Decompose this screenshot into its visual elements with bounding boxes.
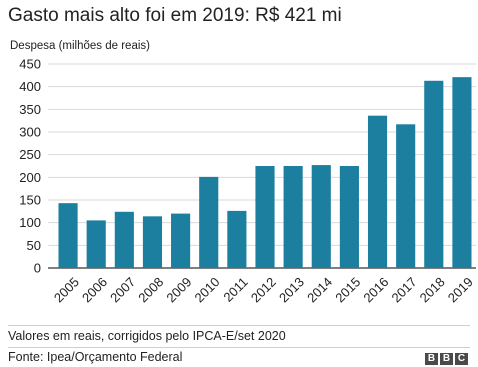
x-tick-label: 2014 [304,274,335,305]
bar-2009 [171,213,191,268]
y-tick-labels: 0 50 100 150 200 250 300 350 400 450 [19,57,41,276]
bar-chart: 0 50 100 150 200 250 300 350 400 450 200520062007… [19,57,476,305]
x-tick-label: 2005 [51,274,82,305]
y-tick-label: 0 [34,261,41,276]
bars [58,77,472,269]
y-tick-label: 350 [19,102,41,117]
chart-title: Gasto mais alto foi em 2019: R$ 421 mi [8,5,342,26]
y-tick-label: 200 [19,170,41,185]
footer-source: Fonte: Ipea/Orçamento Federal [8,350,183,364]
y-tick-label: 100 [19,215,41,230]
bar-2010 [199,176,219,268]
x-tick-label: 2013 [276,274,307,305]
x-tick-label: 2015 [332,274,363,305]
bar-2005 [58,203,78,268]
x-tick-labels: 2005200620072008200920102011201220132014… [51,274,476,305]
bar-2013 [283,166,303,268]
y-tick-label: 400 [19,79,41,94]
bar-2011 [227,210,247,268]
x-tick-label: 2018 [417,274,448,305]
bar-2018 [424,80,444,268]
bar-2017 [396,124,416,268]
bar-2006 [86,220,106,268]
x-tick-label: 2011 [220,274,250,304]
bbc-logo-letter-3: C [455,353,468,365]
bar-2019 [452,77,472,268]
footer-divider-bottom [8,347,470,348]
bar-2008 [142,216,163,268]
bbc-logo-letter-1: B [425,353,438,365]
y-tick-label: 250 [19,147,41,162]
x-tick-label: 2016 [360,274,391,305]
x-tick-label: 2009 [163,274,194,305]
y-tick-label: 300 [19,125,41,140]
bbc-logo: B B C [425,353,468,365]
y-axis-label: Despesa (milhões de reais) [10,40,150,52]
y-tick-label: 150 [19,193,41,208]
y-tick-label: 450 [19,57,41,72]
y-tick-label: 50 [27,238,41,253]
footer-note: Valores em reais, corrigidos pelo IPCA-E… [8,329,286,343]
bar-2016 [367,115,388,269]
x-tick-label: 2012 [248,274,279,305]
x-tick-label: 2008 [135,274,166,305]
bar-2012 [255,166,275,268]
bbc-logo-letter-2: B [440,353,453,365]
x-tick-label: 2019 [445,274,476,305]
x-tick-label: 2007 [107,274,138,305]
x-tick-label: 2010 [192,274,223,305]
bar-2014 [311,165,331,268]
bar-2007 [114,211,134,268]
x-tick-label: 2017 [389,274,420,305]
bar-2015 [339,166,359,268]
footer-divider-top [8,325,470,326]
x-tick-label: 2006 [79,274,110,305]
